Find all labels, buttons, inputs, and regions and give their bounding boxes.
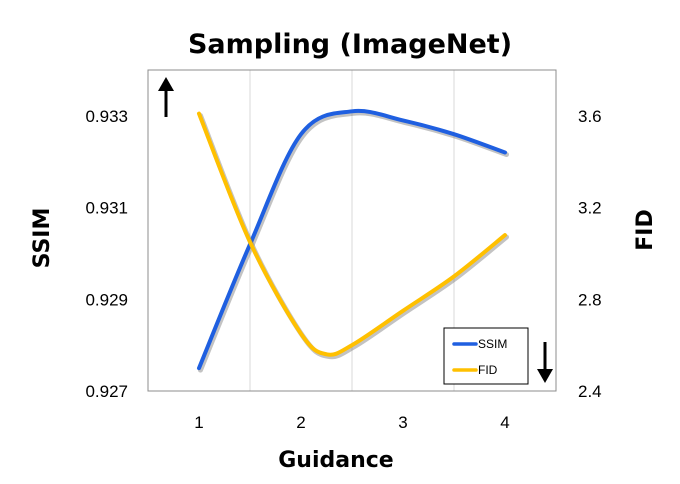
y-tick-label: 0.929 <box>85 290 128 309</box>
x-tick-label: 1 <box>194 413 203 432</box>
y-tick-label: 0.931 <box>85 199 128 218</box>
series-line-fid <box>197 111 507 357</box>
y-tick-label: 0.927 <box>85 382 128 401</box>
plot-area <box>147 69 557 392</box>
legend-box <box>443 327 529 385</box>
y2-axis-title: FID <box>633 209 658 250</box>
x-tick-label: 3 <box>398 413 407 432</box>
series-line-ssim <box>197 108 507 371</box>
y2-tick-label: 3.6 <box>578 107 602 126</box>
y2-tick-label: 3.2 <box>578 199 602 218</box>
legend: SSIM FID <box>443 327 529 385</box>
y-axis-title: SSIM <box>30 208 55 269</box>
series-layer <box>197 108 509 373</box>
x-axis-title: Guidance <box>278 448 393 473</box>
x-tick-label: 2 <box>296 413 305 432</box>
arrow-down-icon <box>537 342 553 383</box>
chart-title: Sampling (ImageNet) <box>188 29 512 60</box>
x-axis-ticks: 1 2 3 4 <box>194 413 509 432</box>
arrow-up-icon <box>158 77 174 117</box>
y2-tick-label: 2.8 <box>578 290 602 309</box>
left-axis-ticks: 0.927 0.929 0.931 0.933 <box>85 107 128 401</box>
y-tick-label: 0.933 <box>85 107 128 126</box>
legend-label-ssim: SSIM <box>478 337 507 351</box>
right-axis-ticks: 2.4 2.8 3.2 3.6 <box>578 107 602 401</box>
y2-tick-label: 2.4 <box>578 382 602 401</box>
legend-label-fid: FID <box>478 363 498 377</box>
x-tick-label: 4 <box>500 413 509 432</box>
